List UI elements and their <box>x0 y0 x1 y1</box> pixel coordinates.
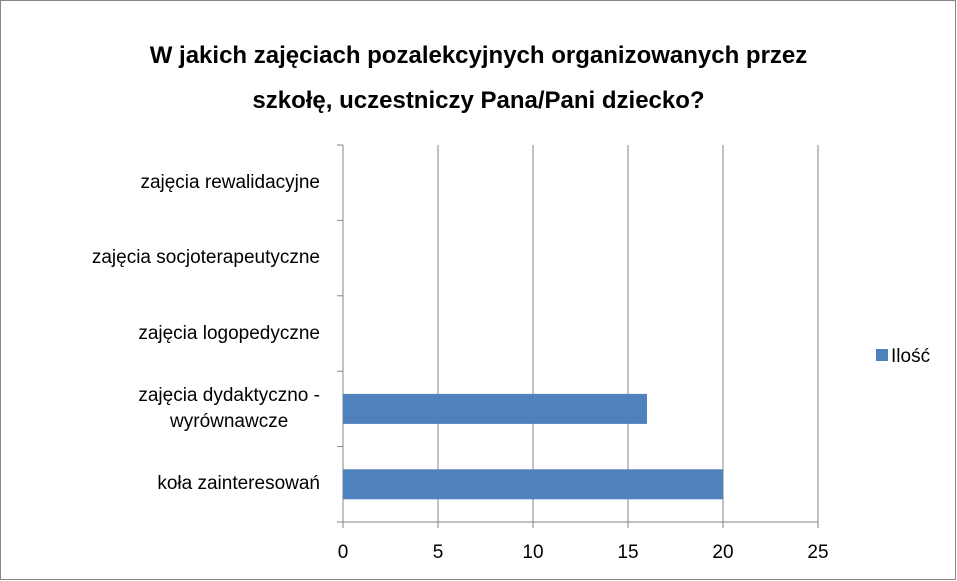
x-tick-label: 5 <box>433 542 444 563</box>
x-tick-label: 20 <box>712 542 733 563</box>
x-tick-label: 15 <box>617 542 638 563</box>
y-tick-label: zajęcia dydaktyczno - wyrównawcze <box>138 384 320 432</box>
y-tick-label: koła zainteresowań <box>157 473 320 495</box>
x-tick-label: 0 <box>338 542 349 563</box>
legend-swatch <box>876 349 888 361</box>
y-tick-label: zajęcia rewalidacyjne <box>140 171 320 193</box>
x-tick-label: 25 <box>807 542 828 563</box>
bar <box>343 469 723 500</box>
bar <box>343 393 647 424</box>
x-tick-label: 10 <box>522 542 543 563</box>
y-tick-label: zajęcia socjoterapeutyczne <box>91 247 320 269</box>
y-tick-label: zajęcia logopedyczne <box>138 322 320 344</box>
chart-title: W jakich zajęciach pozalekcyjnych organi… <box>149 42 808 114</box>
legend-label: Ilość <box>891 346 930 367</box>
